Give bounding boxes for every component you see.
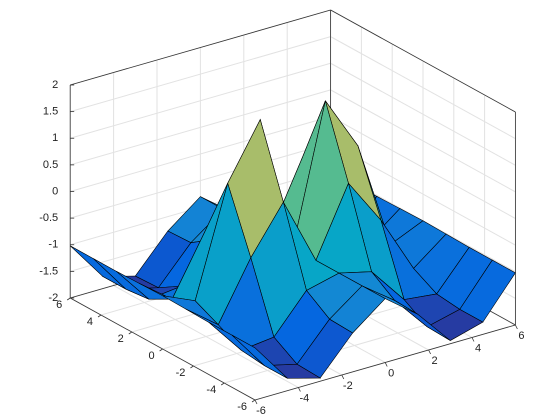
x-tick-label: -2 — [343, 380, 353, 392]
y-tick-label: 0 — [148, 350, 154, 362]
z-tick-label: 1.5 — [43, 106, 58, 118]
y-tick-label: -6 — [237, 401, 247, 413]
z-tick-label: -1 — [48, 239, 58, 251]
x-tick — [254, 399, 258, 405]
grid-line — [70, 142, 331, 219]
y-tick — [159, 348, 163, 352]
z-tick-label: -0.5 — [39, 212, 58, 224]
box-edge — [70, 9, 331, 86]
z-tick-label: 0 — [52, 185, 58, 197]
grid-line — [70, 62, 331, 139]
y-tick-label: -4 — [206, 384, 216, 396]
grid-line — [330, 116, 516, 219]
x-tick-label: 6 — [518, 330, 524, 342]
y-tick — [97, 314, 102, 318]
y-tick-label: 2 — [118, 333, 124, 345]
y-tick-label: -2 — [176, 367, 186, 379]
y-tick — [251, 399, 256, 403]
grid-line — [330, 89, 516, 193]
y-tick — [66, 297, 71, 301]
y-tick — [220, 382, 225, 386]
y-tick — [128, 331, 133, 335]
grid-line — [70, 89, 331, 166]
y-tick-label: 6 — [56, 299, 62, 311]
x-tick-label: -6 — [256, 405, 266, 417]
grid-line — [330, 62, 516, 166]
x-tick — [471, 337, 475, 342]
grid-line — [330, 36, 516, 140]
z-tick-label: 0.5 — [43, 159, 58, 171]
z-tick-label: 2 — [52, 79, 58, 91]
grid-line — [70, 116, 331, 192]
z-tick-label: -1.5 — [39, 265, 58, 277]
x-tick — [384, 362, 388, 367]
surface-cell — [231, 334, 288, 379]
x-tick — [515, 324, 518, 330]
x-tick — [298, 387, 301, 392]
z-tick-label: 1 — [52, 132, 58, 144]
x-tick — [341, 374, 345, 380]
x-tick-label: 0 — [388, 367, 394, 379]
box-edge — [330, 9, 516, 113]
x-tick-label: 2 — [432, 355, 438, 367]
x-tick-label: 4 — [475, 342, 481, 354]
y-tick — [190, 365, 194, 369]
grid-line — [70, 36, 331, 113]
surface-cell — [69, 245, 127, 290]
y-tick-label: 4 — [87, 316, 93, 328]
x-tick — [428, 349, 431, 355]
z-tick-label: -2 — [48, 292, 58, 304]
x-tick-label: -4 — [300, 392, 310, 404]
